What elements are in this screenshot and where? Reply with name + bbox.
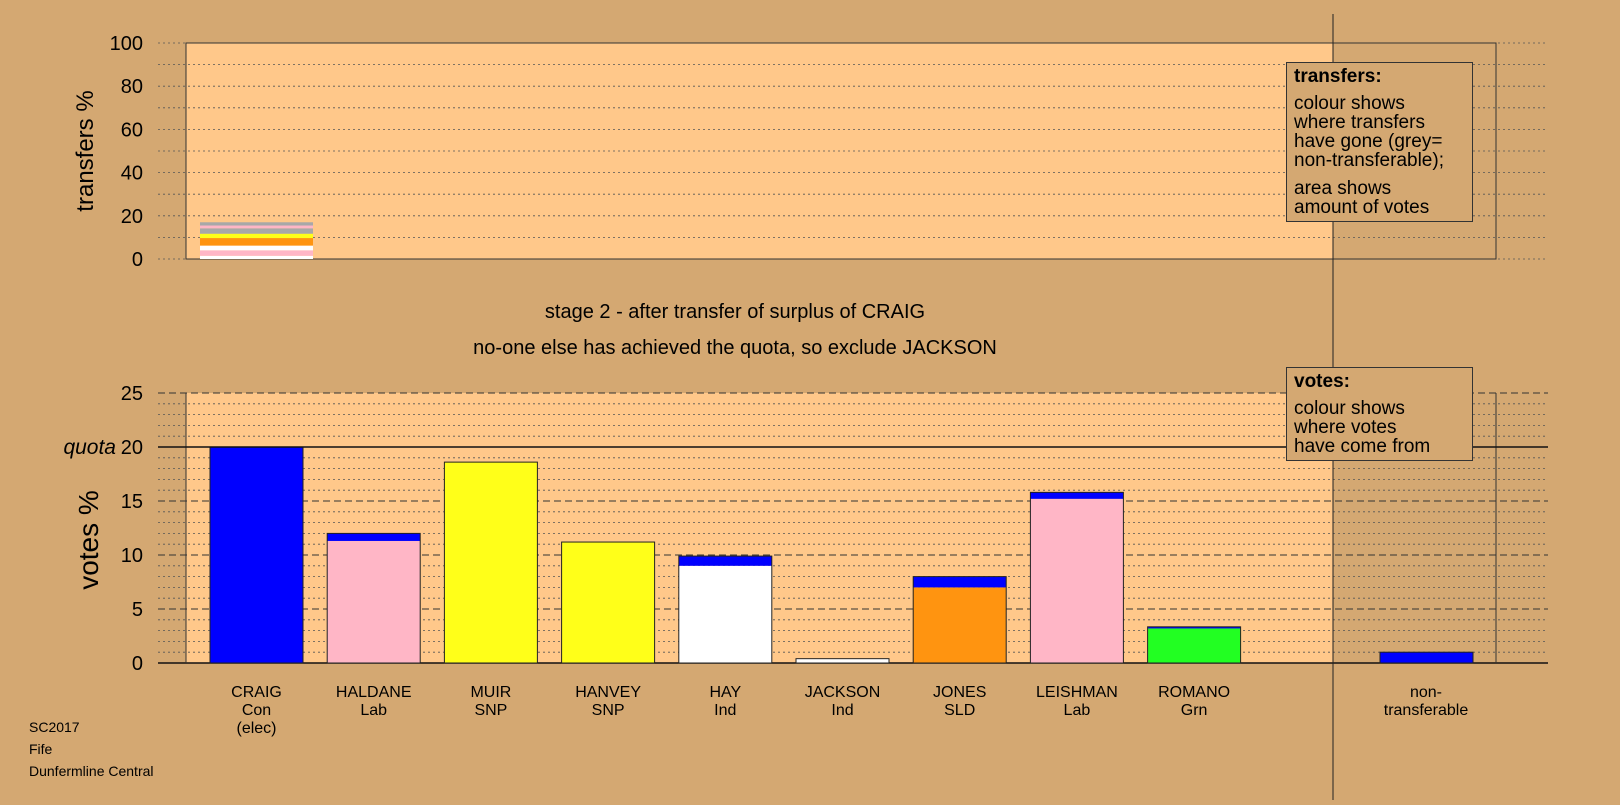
vote-bar-outline [912, 576, 1007, 664]
vote-bar-segment [678, 556, 772, 566]
transfers-legend-heading: transfers: [1294, 66, 1382, 87]
candidate-name-label: HAY [709, 684, 741, 701]
transfer-segment [200, 245, 313, 251]
transfer-segment [200, 238, 313, 246]
candidate-name-label: HANVEY [575, 684, 641, 701]
candidate-name-label: JONES [933, 684, 986, 701]
votes-y-tick-label: 15 [121, 491, 143, 513]
quota-label: quota [63, 436, 116, 459]
transfers-legend: transfers: colour shows where transfers … [1286, 62, 1473, 222]
votes-y-tick-label: 25 [121, 383, 143, 405]
votes-y-axis-label: votes % [73, 490, 104, 590]
vote-bar-segment [210, 447, 303, 663]
votes-y-tick-label: 10 [121, 545, 143, 567]
transfer-segment [200, 233, 313, 239]
transfers-y-tick-label: 80 [121, 76, 143, 98]
candidate-name-label: HALDANE [336, 684, 412, 701]
vote-bar-outline [443, 461, 538, 664]
transfers-legend-line: colour shows [1294, 93, 1405, 114]
candidate-party-label: Ind [831, 702, 853, 719]
candidate-party-label: Grn [1181, 702, 1208, 719]
vote-bar-segment [327, 540, 421, 663]
transfers-legend-line: non-transferable); [1294, 150, 1444, 171]
votes-legend-heading: votes: [1294, 371, 1350, 392]
candidate-party-label: SNP [474, 702, 507, 719]
vote-bar-segment [678, 565, 772, 663]
candidate-name-label: LEISHMAN [1036, 684, 1118, 701]
footer-ward: Dunfermline Central [29, 763, 154, 779]
candidate-name-label: MUIR [470, 684, 511, 701]
candidate-party-label: Ind [714, 702, 736, 719]
candidate-name-label: ROMANO [1158, 684, 1230, 701]
transfers-y-axis-label: transfers % [72, 90, 99, 211]
votes-legend-line: colour shows [1294, 398, 1405, 419]
vote-bar-segment [1030, 492, 1124, 499]
nontransferable-label: transferable [1384, 702, 1469, 719]
transfer-segment [200, 225, 313, 229]
nontransferable-label: non- [1410, 684, 1442, 701]
footer-council: Fife [29, 741, 53, 757]
vote-bar-segment [444, 462, 538, 663]
vote-bar-segment [1147, 628, 1241, 663]
candidate-party-label: Con [242, 702, 271, 719]
vote-bar-outline [795, 658, 890, 664]
transfer-segment [200, 228, 313, 234]
vote-bar-segment [327, 533, 421, 541]
transfer-segment [200, 250, 313, 256]
candidate-status-label: (elec) [236, 720, 276, 737]
candidate-name-label: JACKSON [805, 684, 881, 701]
stage-subtitle: no-one else has achieved the quota, so e… [473, 337, 997, 359]
vote-bar-segment [913, 587, 1007, 663]
transfer-segment [200, 255, 313, 259]
transfer-segment [200, 222, 313, 226]
votes-legend-line: where votes [1294, 417, 1397, 438]
vote-bar-outline [561, 541, 656, 664]
footer-election: SC2017 [29, 719, 80, 735]
transfers-legend-line: amount of votes [1294, 197, 1430, 218]
transfers-y-tick-label: 100 [110, 33, 143, 55]
votes-y-tick-label: 5 [132, 599, 143, 621]
stage-title: stage 2 - after transfer of surplus of C… [545, 301, 925, 323]
candidate-party-label: SNP [592, 702, 625, 719]
candidate-name-label: CRAIG [231, 684, 282, 701]
transfers-legend-line: where transfers [1294, 112, 1425, 133]
vote-bar-outline [326, 532, 421, 664]
candidate-party-label: Lab [360, 702, 387, 719]
candidate-party-label: SLD [944, 702, 975, 719]
vote-bar-segment [561, 542, 655, 663]
transfers-plot-frame [185, 42, 1497, 260]
transfers-y-tick-label: 20 [121, 206, 143, 228]
transfers-y-tick-label: 60 [121, 119, 143, 141]
vote-bar-outline [1029, 491, 1124, 664]
transfers-legend-line: have gone (grey= [1294, 131, 1443, 152]
nontransferable-bar [1379, 651, 1474, 664]
transfers-y-tick-label: 40 [121, 163, 143, 185]
votes-y-tick-label: 20 [121, 437, 143, 459]
candidate-party-label: Lab [1064, 702, 1091, 719]
votes-y-tick-label: 0 [132, 653, 143, 675]
votes-legend-line: have come from [1294, 436, 1431, 457]
vote-bar-segment [1030, 498, 1124, 663]
vote-bar-outline [678, 555, 773, 664]
vote-bar-segment [796, 658, 889, 663]
vote-bar-segment [913, 576, 1007, 588]
votes-legend: votes: colour shows where votes have com… [1286, 367, 1473, 461]
vote-bar-segment [1147, 626, 1241, 629]
transfers-legend-line: area shows [1294, 178, 1392, 199]
transfers-y-tick-label: 0 [132, 249, 143, 271]
vote-bar-outline [1147, 626, 1242, 664]
